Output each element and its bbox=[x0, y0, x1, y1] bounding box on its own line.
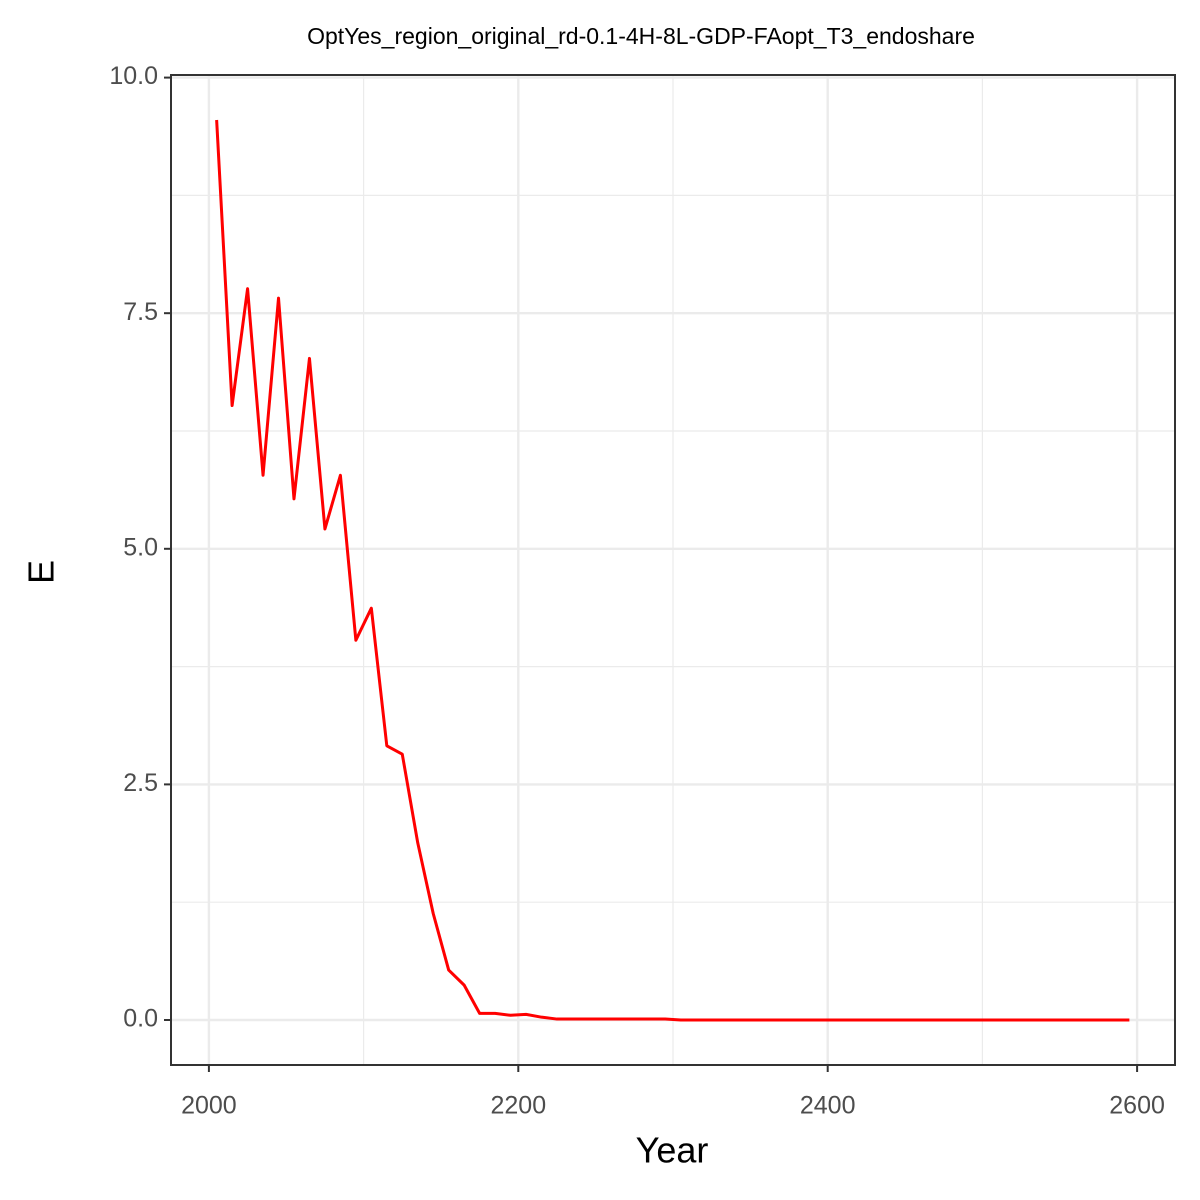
data-line bbox=[215, 119, 1130, 1022]
y-tick-label: 10.0 bbox=[109, 62, 158, 90]
y-tick-label: 5.0 bbox=[123, 533, 158, 561]
x-tick-label: 2600 bbox=[1109, 1092, 1165, 1120]
y-tick-label: 0.0 bbox=[123, 1005, 158, 1033]
y-tick-label: 2.5 bbox=[123, 769, 158, 797]
panel-border bbox=[170, 74, 1176, 1066]
x-axis-title: Year bbox=[636, 1130, 709, 1171]
y-tick-label: 7.5 bbox=[123, 298, 158, 326]
chart-title: OptYes_region_original_rd-0.1-4H-8L-GDP-… bbox=[307, 23, 975, 49]
x-tick-label: 2200 bbox=[490, 1092, 546, 1120]
x-tick-label: 2000 bbox=[181, 1092, 237, 1120]
x-tick-label: 2400 bbox=[800, 1092, 856, 1120]
y-axis-title: E bbox=[21, 560, 62, 584]
